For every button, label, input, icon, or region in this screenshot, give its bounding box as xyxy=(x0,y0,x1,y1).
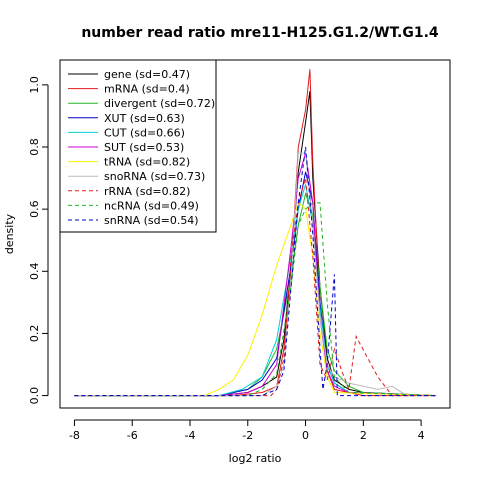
y-axis-label: density xyxy=(3,213,16,254)
series-lines xyxy=(74,69,436,397)
y-tick-label: 0.4 xyxy=(28,263,41,281)
legend-label-xut: XUT (sd=0.63) xyxy=(104,112,185,125)
legend-label-ncrna: ncRNA (sd=0.49) xyxy=(104,199,199,212)
legend: gene (sd=0.47) mRNA (sd=0.4)divergent (sd… xyxy=(59,59,217,233)
series-line-sut xyxy=(74,153,436,397)
x-tick-label: -6 xyxy=(127,429,138,442)
series-line-trna xyxy=(74,202,436,397)
legend-label-snrna: snRNA (sd=0.54) xyxy=(104,214,199,227)
series-line-snorna xyxy=(74,152,436,397)
series-line-cut xyxy=(74,184,436,397)
legend-label-trna: tRNA (sd=0.82) xyxy=(104,156,190,169)
plot-frame xyxy=(59,59,451,409)
x-tick-label: -4 xyxy=(185,429,196,442)
series-line-ncrna xyxy=(74,202,436,397)
series-line-rrna xyxy=(74,177,436,397)
legend-label-cut: CUT (sd=0.66) xyxy=(104,126,185,139)
y-tick-label: 1.0 xyxy=(28,76,41,94)
x-tick-label: 0 xyxy=(302,429,309,442)
legend-label-mrna: mRNA (sd=0.4) xyxy=(104,83,190,96)
y-axis: 0.0 0.2 0.4 0.6 0.8 1.0 xyxy=(28,76,49,405)
y-tick-label: 0.2 xyxy=(28,325,41,343)
x-tick-label: 4 xyxy=(418,429,425,442)
x-tick-label: 2 xyxy=(360,429,367,442)
x-axis-label: log2 ratio xyxy=(229,452,282,465)
legend-label-rrna: rRNA (sd=0.82) xyxy=(104,185,190,198)
series-line-mrna xyxy=(74,69,436,397)
legend-label-gene: gene (sd=0.47) xyxy=(104,68,190,81)
x-tick-label: -2 xyxy=(242,429,253,442)
y-tick-label: 0.0 xyxy=(28,387,41,405)
legend-label-sut: SUT (sd=0.53) xyxy=(104,141,184,154)
chart-title: number read ratio mre11-H125.G1.2/WT.G1.… xyxy=(81,25,439,41)
y-tick-label: 0.6 xyxy=(28,200,41,218)
legend-label-snorna: snoRNA (sd=0.73) xyxy=(104,170,205,183)
y-tick-label: 0.8 xyxy=(28,138,41,156)
series-line-snrna xyxy=(74,146,436,397)
x-axis: -8 -6 -4 -2 0 2 4 xyxy=(69,419,425,442)
x-tick-label: -8 xyxy=(69,429,80,442)
legend-label-divergent: divergent (sd=0.72) xyxy=(104,97,215,110)
